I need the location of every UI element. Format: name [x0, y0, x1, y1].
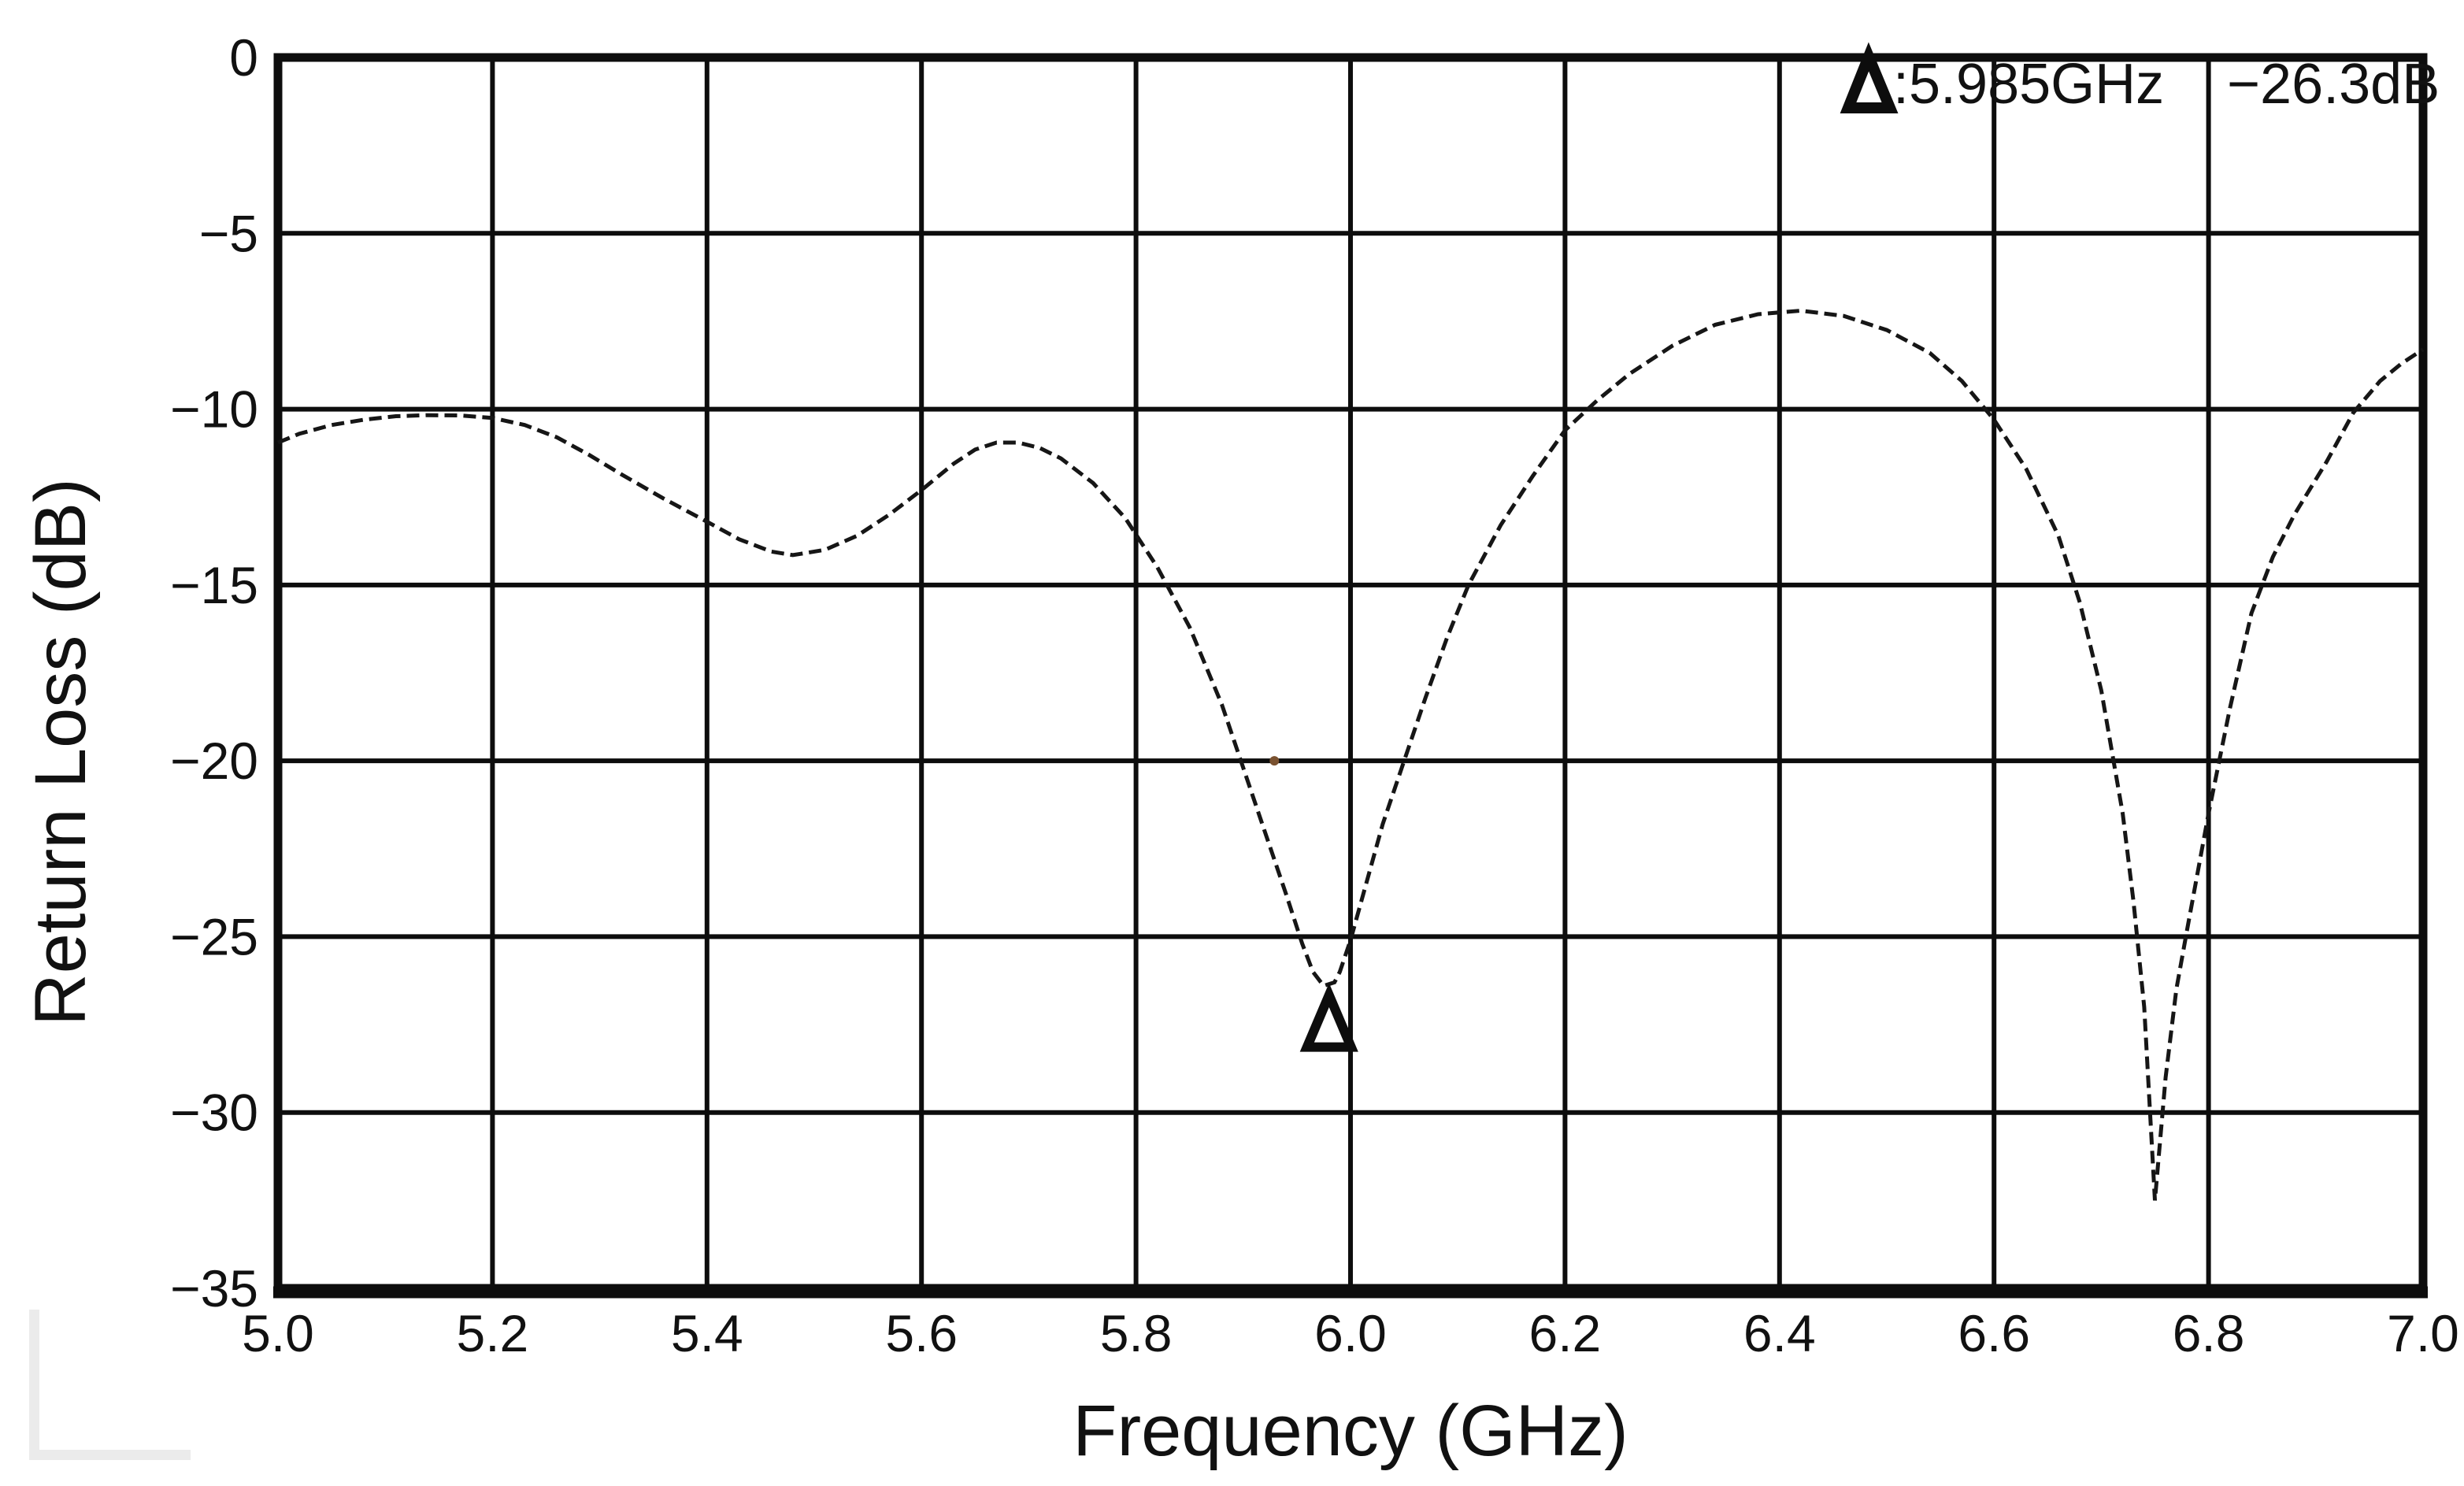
- y-tick-label: 0: [229, 28, 258, 87]
- y-tick-label: −30: [170, 1084, 258, 1142]
- y-tick-label: −35: [170, 1259, 258, 1317]
- x-tick-label: 5.0: [242, 1304, 314, 1362]
- x-tick-label: 6.6: [1958, 1304, 2030, 1362]
- x-tick-label: 6.8: [2173, 1304, 2245, 1362]
- x-tick-labels: 5.0 5.2 5.4 5.6 5.8 6.0 6.2 6.4 6.6 6.8 7.0: [242, 1304, 2459, 1362]
- x-tick-label: 6.2: [1529, 1304, 1602, 1362]
- annotation-value: −26.3dB: [2227, 53, 2440, 116]
- y-tick-label: −15: [170, 556, 258, 614]
- x-tick-label: 6.0: [1314, 1304, 1387, 1362]
- annotation-frequency: :5.985GHz: [1893, 53, 2164, 116]
- x-axis-title: Frequency (GHz): [1073, 1391, 1628, 1471]
- y-axis-title: Return Loss (dB): [20, 478, 101, 1025]
- scan-artifact-bottom-edge: [29, 1450, 191, 1460]
- x-tick-label: 5.4: [671, 1304, 743, 1362]
- y-tick-labels: 0 −5 −10 −15 −20 −25 −30 −35: [170, 28, 258, 1317]
- y-tick-label: −20: [170, 732, 258, 790]
- x-tick-label: 5.6: [885, 1304, 958, 1362]
- x-tick-label: 7.0: [2387, 1304, 2459, 1362]
- x-tick-label: 5.8: [1100, 1304, 1173, 1362]
- y-tick-label: −25: [170, 907, 258, 965]
- marker-annotation: :5.985GHz −26.3dB: [1840, 42, 2440, 116]
- return-loss-curve: [277, 308, 2425, 1201]
- y-tick-label: −5: [199, 204, 258, 262]
- scan-artifact-left-edge: [29, 1310, 39, 1459]
- grid-lines: [278, 57, 2423, 1288]
- delta-triangle-icon: [1840, 42, 1899, 113]
- speck-artifact: [1269, 756, 1280, 766]
- y-tick-label: −10: [170, 380, 258, 439]
- x-tick-label: 5.2: [457, 1304, 529, 1362]
- x-tick-label: 6.4: [1743, 1304, 1816, 1362]
- delta-marker-triangle: [1299, 983, 1358, 1052]
